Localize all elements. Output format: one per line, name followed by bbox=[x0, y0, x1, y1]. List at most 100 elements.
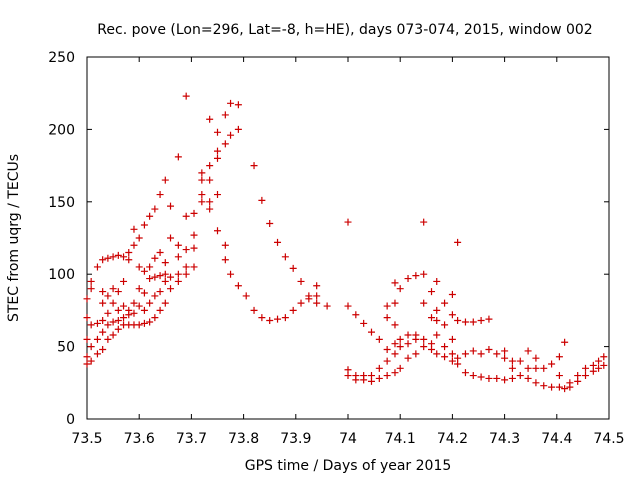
data-point-marker bbox=[281, 253, 289, 261]
data-point-marker bbox=[448, 290, 456, 298]
data-point-marker bbox=[352, 372, 360, 380]
data-point-marker bbox=[114, 251, 122, 259]
data-point-marker bbox=[420, 343, 428, 351]
x-tick-label: 74.1 bbox=[385, 431, 416, 447]
data-point-marker bbox=[344, 302, 352, 310]
data-point-marker bbox=[198, 191, 206, 199]
data-point-marker bbox=[156, 272, 164, 280]
data-point-marker bbox=[130, 299, 138, 307]
data-point-marker bbox=[156, 248, 164, 256]
data-point-marker bbox=[151, 254, 159, 262]
data-point-marker bbox=[190, 231, 198, 239]
data-point-marker bbox=[454, 354, 462, 362]
data-point-marker bbox=[109, 253, 117, 261]
data-point-marker bbox=[469, 347, 477, 355]
data-point-marker bbox=[313, 292, 321, 300]
data-point-marker bbox=[140, 289, 148, 297]
data-point-marker bbox=[493, 374, 501, 382]
y-tick-label: 150 bbox=[48, 195, 75, 211]
data-point-marker bbox=[412, 350, 420, 358]
data-point-marker bbox=[313, 299, 321, 307]
data-point-marker bbox=[83, 353, 91, 361]
data-point-marker bbox=[428, 288, 436, 296]
data-point-marker bbox=[83, 295, 91, 303]
data-point-marker bbox=[566, 379, 574, 387]
data-point-marker bbox=[182, 212, 190, 220]
data-point-marker bbox=[99, 345, 107, 353]
data-point-marker bbox=[493, 350, 501, 358]
data-point-marker bbox=[297, 277, 305, 285]
data-point-marker bbox=[469, 372, 477, 380]
data-point-marker bbox=[274, 315, 282, 323]
data-point-marker bbox=[206, 162, 214, 170]
data-point-marker bbox=[125, 306, 133, 314]
data-point-marker bbox=[404, 354, 412, 362]
data-point-marker bbox=[508, 364, 516, 372]
data-point-marker bbox=[595, 357, 603, 365]
data-point-marker bbox=[146, 275, 154, 283]
data-point-marker bbox=[242, 292, 250, 300]
data-point-marker bbox=[99, 317, 107, 325]
data-point-marker bbox=[281, 314, 289, 322]
data-point-marker bbox=[206, 176, 214, 184]
data-point-marker bbox=[206, 115, 214, 123]
data-point-marker bbox=[167, 273, 175, 281]
data-point-marker bbox=[87, 285, 95, 293]
x-axis-label: GPS time / Days of year 2015 bbox=[245, 458, 452, 474]
x-tick-label: 74.2 bbox=[437, 431, 468, 447]
data-point-marker bbox=[433, 306, 441, 314]
data-point-marker bbox=[274, 238, 282, 246]
data-point-marker bbox=[561, 385, 569, 393]
data-point-marker bbox=[375, 374, 383, 382]
data-point-marker bbox=[130, 225, 138, 233]
data-point-marker bbox=[221, 241, 229, 249]
data-point-marker bbox=[428, 314, 436, 322]
data-point-marker bbox=[87, 357, 95, 365]
data-point-marker bbox=[589, 361, 597, 369]
data-point-marker bbox=[99, 288, 107, 296]
data-point-marker bbox=[396, 343, 404, 351]
data-point-marker bbox=[104, 309, 112, 317]
data-point-marker bbox=[289, 306, 297, 314]
data-point-marker bbox=[477, 373, 485, 381]
data-point-marker bbox=[250, 162, 258, 170]
data-point-marker bbox=[135, 285, 143, 293]
data-point-marker bbox=[151, 273, 159, 281]
data-point-marker bbox=[360, 319, 368, 327]
data-point-marker bbox=[214, 147, 221, 155]
data-point-marker bbox=[174, 153, 182, 161]
data-point-marker bbox=[540, 382, 548, 390]
data-point-marker bbox=[104, 292, 112, 300]
data-point-marker bbox=[93, 335, 101, 343]
data-point-marker bbox=[582, 372, 590, 380]
data-point-marker bbox=[524, 347, 532, 355]
x-tick-label: 74.5 bbox=[593, 431, 624, 447]
x-tick-label: 73.7 bbox=[176, 431, 207, 447]
x-tick-label: 73.5 bbox=[71, 431, 102, 447]
data-point-marker bbox=[109, 299, 117, 307]
data-point-marker bbox=[420, 335, 428, 343]
data-point-marker bbox=[383, 302, 391, 310]
data-point-marker bbox=[404, 331, 412, 339]
data-point-marker bbox=[391, 321, 399, 329]
data-point-marker bbox=[104, 335, 112, 343]
y-tick-label: 0 bbox=[66, 412, 75, 428]
data-point-marker bbox=[182, 270, 190, 278]
data-point-marker bbox=[161, 176, 169, 184]
data-point-marker bbox=[227, 270, 235, 278]
data-point-marker bbox=[146, 299, 154, 307]
data-point-marker bbox=[313, 282, 321, 290]
data-point-marker bbox=[114, 325, 122, 333]
data-point-marker bbox=[404, 275, 412, 283]
data-point-marker bbox=[151, 314, 159, 322]
data-point-marker bbox=[156, 191, 164, 199]
data-point-marker bbox=[469, 318, 477, 326]
data-point-marker bbox=[454, 317, 462, 325]
data-point-marker bbox=[428, 340, 436, 348]
data-point-marker bbox=[555, 383, 563, 391]
data-point-marker bbox=[135, 302, 143, 310]
data-point-marker bbox=[289, 264, 297, 272]
data-point-marker bbox=[508, 357, 516, 365]
data-point-marker bbox=[174, 270, 182, 278]
data-point-marker bbox=[161, 299, 169, 307]
